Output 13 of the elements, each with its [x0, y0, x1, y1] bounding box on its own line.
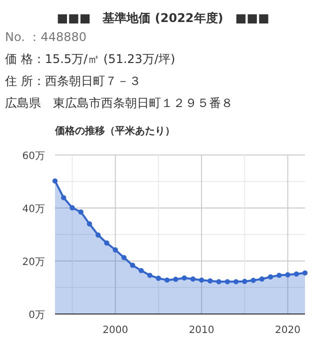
ytick: 60万: [22, 151, 45, 162]
annotation: No. ：448880: [5, 30, 87, 44]
annotation: 広島県 東広島市西条朝日町１２９５番８: [5, 96, 233, 110]
title: ■■■ 基準地価 (2022年度) ■■■: [56, 11, 270, 25]
xtick: 2010: [188, 325, 214, 336]
annotation: 価 格：15.5万/㎡ (51.23万/坪): [5, 52, 176, 66]
xtick: 2020: [275, 325, 300, 336]
subtitle: 価格の推移（平米あたり）: [55, 126, 175, 137]
ytick: 40万: [22, 204, 45, 215]
annotation: 住 所：西条朝日町７－３: [5, 74, 141, 88]
xtick: 2000: [102, 325, 128, 336]
ytick: 0万: [28, 310, 45, 321]
ytick: 20万: [22, 257, 45, 268]
